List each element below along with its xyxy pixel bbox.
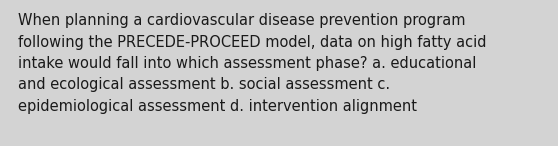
Text: When planning a cardiovascular disease prevention program: When planning a cardiovascular disease p… (18, 13, 465, 28)
Text: and ecological assessment b. social assessment c.: and ecological assessment b. social asse… (18, 78, 390, 93)
Text: intake would fall into which assessment phase? a. educational: intake would fall into which assessment … (18, 56, 477, 71)
Text: following the PRECEDE-PROCEED model, data on high fatty acid: following the PRECEDE-PROCEED model, dat… (18, 34, 487, 49)
Text: epidemiological assessment d. intervention alignment: epidemiological assessment d. interventi… (18, 99, 417, 114)
